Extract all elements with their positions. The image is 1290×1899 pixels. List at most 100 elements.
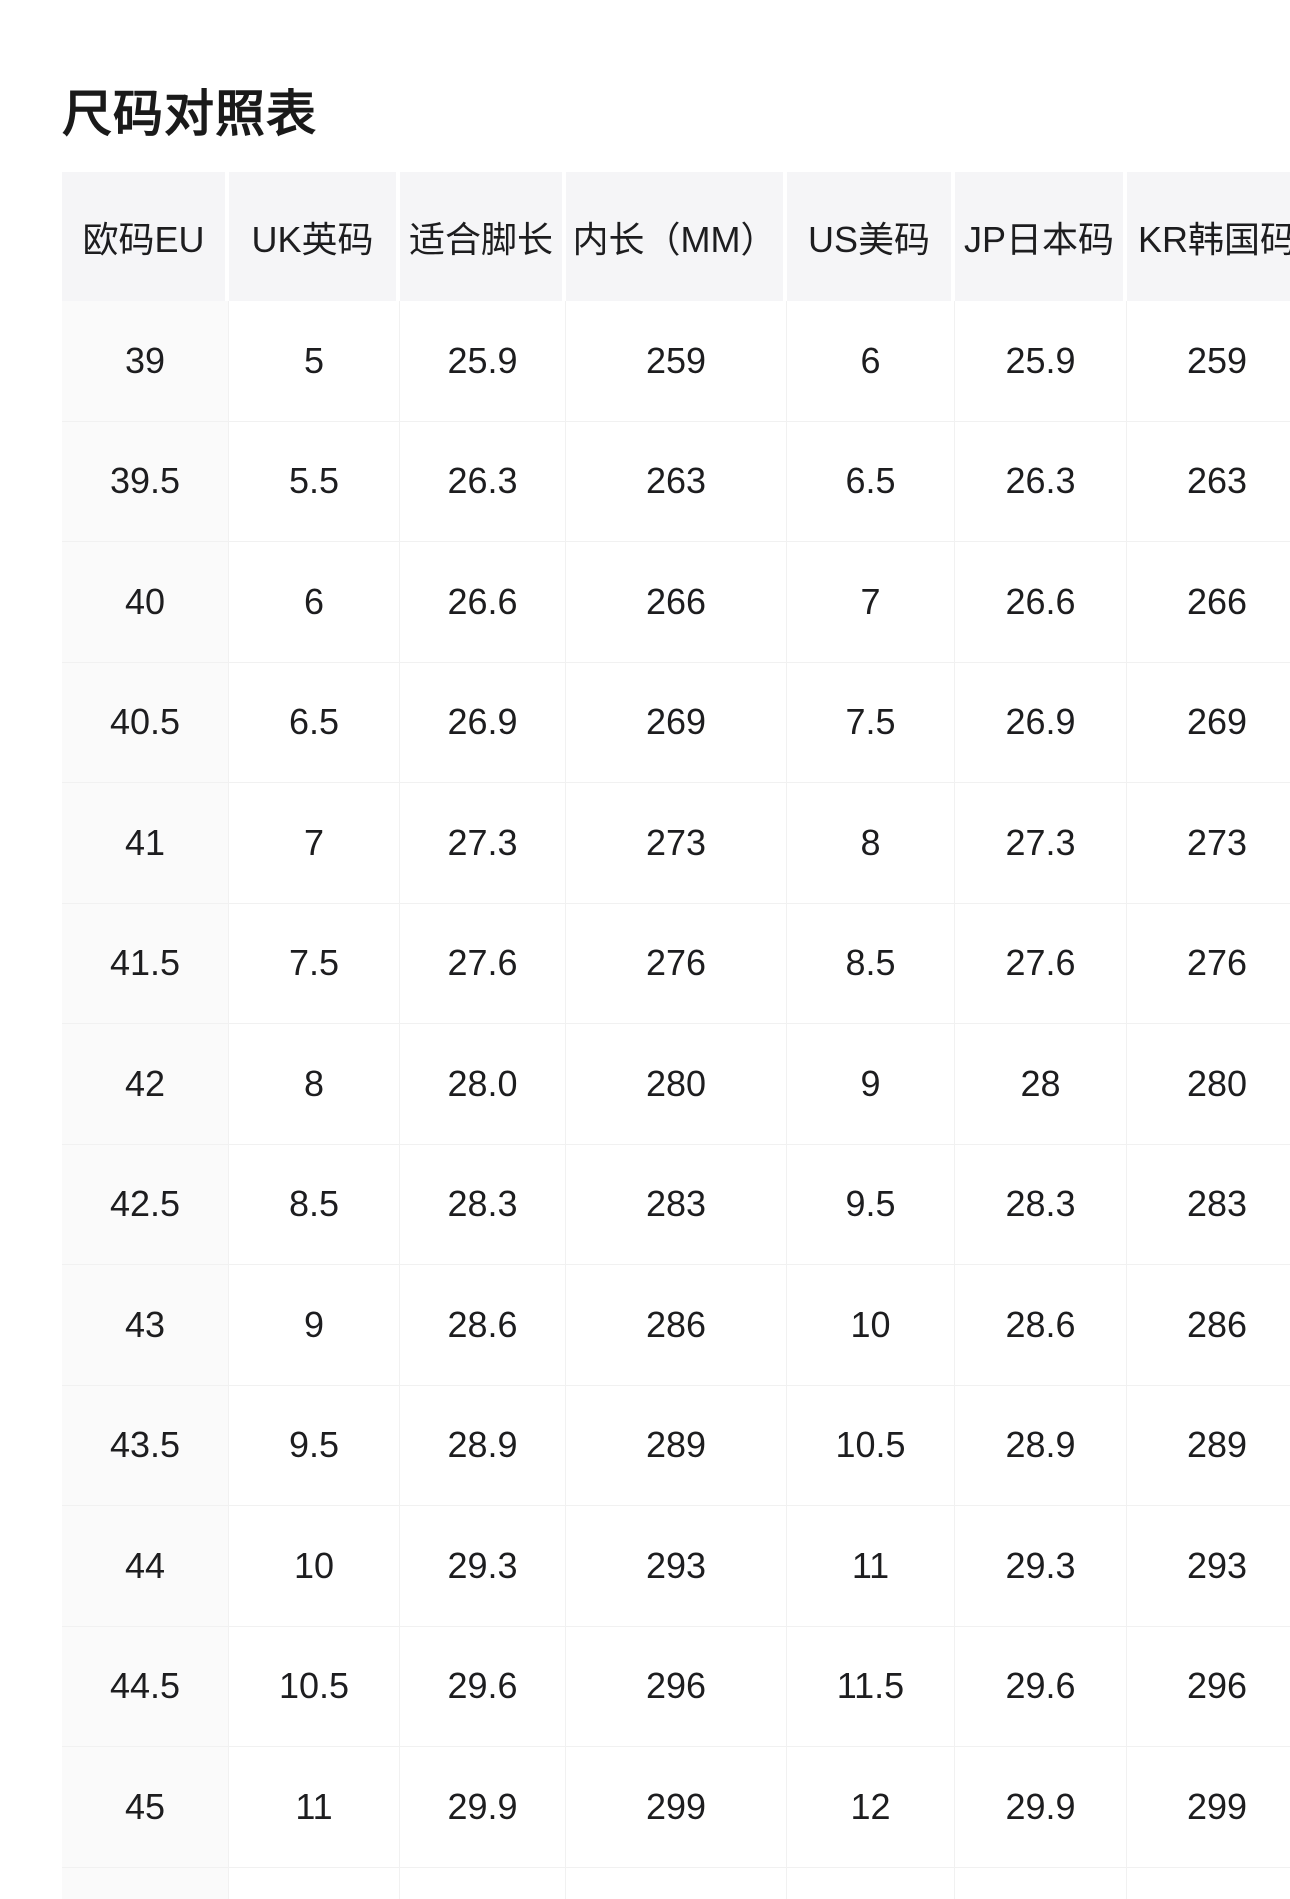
header-cell: KR韩国码 [1127,172,1290,301]
table-cell: 9.5 [787,1144,955,1265]
table-cell: 283 [1127,1144,1290,1265]
table-cell: 273 [1127,783,1290,904]
table-cell: 263 [1127,421,1290,542]
table-row-partial [62,1867,1290,1899]
table-cell: 276 [1127,903,1290,1024]
table-cell: 8.5 [787,903,955,1024]
table-cell: 8 [787,783,955,904]
table-cell: 26.6 [955,542,1127,663]
table-cell: 43 [62,1265,229,1386]
table-cell: 289 [566,1385,787,1506]
table-cell [787,1867,955,1899]
table-cell: 286 [566,1265,787,1386]
table-row: 40.5 6.5 26.9 269 7.5 26.9 269 [62,662,1290,783]
table-cell: 44 [62,1506,229,1627]
table-cell: 26.9 [955,662,1127,783]
table-cell: 299 [1127,1747,1290,1868]
table-cell: 8 [229,1024,400,1145]
table-cell: 39 [62,301,229,422]
table-cell [400,1867,566,1899]
table-cell: 286 [1127,1265,1290,1386]
header-cell: 内长（MM） [566,172,787,301]
table-cell: 10 [229,1506,400,1627]
table-cell: 259 [1127,301,1290,422]
table-row: 41.5 7.5 27.6 276 8.5 27.6 276 [62,903,1290,1024]
table-cell: 269 [566,662,787,783]
table-row: 40 6 26.6 266 7 26.6 266 [62,542,1290,663]
table-cell: 283 [566,1144,787,1265]
table-cell: 28.9 [400,1385,566,1506]
table-cell: 11 [787,1506,955,1627]
table-cell [566,1867,787,1899]
table-cell: 25.9 [955,301,1127,422]
table-cell: 266 [566,542,787,663]
size-chart-table[interactable]: 欧码EU UK英码 适合脚长 内长（MM） US美码 JP日本码 KR韩国码 39 5 25.9… [62,172,1290,1899]
table-cell: 40.5 [62,662,229,783]
page-title: 尺码对照表 [62,86,317,142]
table-cell: 29.9 [400,1747,566,1868]
table-cell: 28.3 [400,1144,566,1265]
header-cell: US美码 [787,172,955,301]
table-cell: 26.3 [400,421,566,542]
table-cell: 293 [1127,1506,1290,1627]
table-cell: 10.5 [229,1626,400,1747]
table-cell: 289 [1127,1385,1290,1506]
table-cell: 43.5 [62,1385,229,1506]
table-cell: 276 [566,903,787,1024]
table-cell: 28.9 [955,1385,1127,1506]
table-row: 43.5 9.5 28.9 289 10.5 28.9 289 [62,1385,1290,1506]
table-cell: 28.3 [955,1144,1127,1265]
header-cell: JP日本码 [955,172,1127,301]
table-cell: 9 [229,1265,400,1386]
table-cell: 293 [566,1506,787,1627]
table-cell [229,1867,400,1899]
header-cell: UK英码 [229,172,400,301]
table-cell: 27.6 [955,903,1127,1024]
table-row: 42.5 8.5 28.3 283 9.5 28.3 283 [62,1144,1290,1265]
table-cell: 280 [1127,1024,1290,1145]
table-cell: 6.5 [787,421,955,542]
table-cell [955,1867,1127,1899]
table-cell: 12 [787,1747,955,1868]
table-cell: 41 [62,783,229,904]
table-row: 45 11 29.9 299 12 29.9 299 [62,1747,1290,1868]
table-cell: 26.9 [400,662,566,783]
table-cell: 27.6 [400,903,566,1024]
table-row: 42 8 28.0 280 9 28 280 [62,1024,1290,1145]
table-cell: 7.5 [787,662,955,783]
table-cell: 29.9 [955,1747,1127,1868]
table-header-row: 欧码EU UK英码 适合脚长 内长（MM） US美码 JP日本码 KR韩国码 [62,172,1290,301]
table-cell: 42 [62,1024,229,1145]
table-cell: 8.5 [229,1144,400,1265]
table-cell: 5.5 [229,421,400,542]
table-cell: 27.3 [955,783,1127,904]
table-cell: 26.6 [400,542,566,663]
table-cell: 273 [566,783,787,904]
table-cell: 269 [1127,662,1290,783]
table-cell: 5 [229,301,400,422]
table-cell: 9 [787,1024,955,1145]
table-cell: 44.5 [62,1626,229,1747]
table-cell: 296 [1127,1626,1290,1747]
table-cell: 28.6 [400,1265,566,1386]
table-cell: 10.5 [787,1385,955,1506]
table-cell: 6 [229,542,400,663]
table-cell: 7.5 [229,903,400,1024]
table-cell: 25.9 [400,301,566,422]
header-cell: 适合脚长 [400,172,566,301]
table-cell: 266 [1127,542,1290,663]
table-cell: 45 [62,1747,229,1868]
table-cell: 28.0 [400,1024,566,1145]
table-cell: 10 [787,1265,955,1386]
table-row: 39 5 25.9 259 6 25.9 259 [62,301,1290,422]
table-cell: 280 [566,1024,787,1145]
table-cell: 40 [62,542,229,663]
table-cell: 6.5 [229,662,400,783]
table-row: 44.5 10.5 29.6 296 11.5 29.6 296 [62,1626,1290,1747]
table-cell: 296 [566,1626,787,1747]
table-cell: 7 [229,783,400,904]
table-cell: 26.3 [955,421,1127,542]
table-cell: 259 [566,301,787,422]
table-cell: 41.5 [62,903,229,1024]
table-cell: 29.6 [400,1626,566,1747]
